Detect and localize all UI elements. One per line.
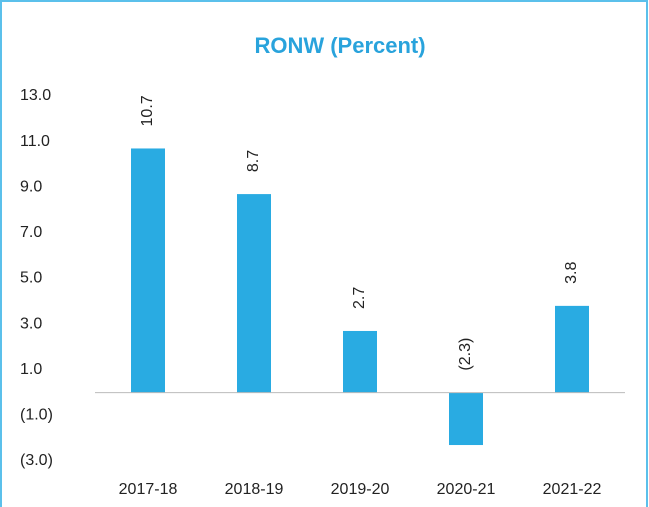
chart-title: RONW (Percent): [254, 33, 425, 58]
bar: [131, 148, 165, 393]
bar: [449, 392, 483, 446]
x-tick-label: 2018-19: [225, 481, 284, 498]
y-tick-label: 1.0: [20, 361, 42, 378]
y-tick-label: 7.0: [20, 224, 42, 241]
y-tick-label: 5.0: [20, 270, 42, 287]
data-label: 3.8: [563, 262, 580, 284]
x-tick-label: 2021-22: [543, 481, 602, 498]
y-tick-label: 3.0: [20, 315, 42, 332]
bar: [343, 330, 377, 393]
bar: [237, 194, 271, 393]
x-tick-label: 2019-20: [331, 481, 390, 498]
data-label: (2.3): [457, 338, 474, 371]
data-label: 8.7: [245, 150, 262, 172]
y-tick-label: (3.0): [20, 452, 53, 469]
y-tick-label: (1.0): [20, 407, 53, 424]
data-label: 10.7: [139, 95, 156, 126]
y-tick-label: 11.0: [20, 133, 50, 150]
bar: [555, 305, 589, 393]
y-tick-label: 9.0: [20, 178, 42, 195]
y-tick-label: 13.0: [20, 87, 51, 104]
x-tick-label: 2017-18: [119, 481, 178, 498]
data-label: 2.7: [351, 287, 368, 309]
x-tick-label: 2020-21: [437, 481, 496, 498]
